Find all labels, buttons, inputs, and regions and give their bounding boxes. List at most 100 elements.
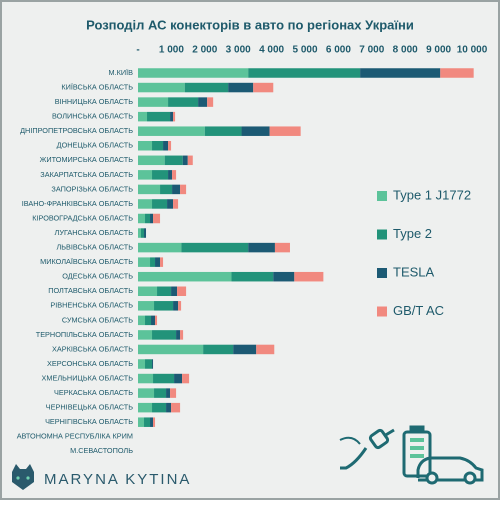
y-tick-label: АВТОНОМНА РЕСПУБЛІКА КРИМ — [17, 432, 133, 441]
bar-segment — [173, 111, 176, 122]
bar-segment — [138, 97, 169, 107]
chart-title: Розподіл АС конекторів в авто по регіона… — [86, 17, 414, 32]
x-tick-label: - — [136, 45, 139, 56]
bar-segment — [160, 184, 173, 195]
x-tick-label: 3 000 — [226, 45, 251, 56]
bar-segment — [178, 301, 182, 311]
x-tick-label: 2 000 — [192, 45, 217, 56]
bar-segment — [155, 257, 161, 267]
x-tick-label: 10 000 — [457, 45, 488, 56]
bar-segment — [231, 271, 274, 282]
bar-segment — [138, 344, 204, 355]
legend-swatch — [377, 191, 387, 201]
bar-segment — [145, 359, 153, 369]
bar-segment — [138, 271, 232, 282]
bar-segment — [294, 271, 324, 282]
bar-segment — [150, 417, 154, 427]
bar-segment — [138, 315, 146, 326]
legend-swatch — [377, 306, 387, 317]
legend-swatch — [377, 229, 387, 240]
bar-segment — [152, 199, 168, 209]
logo — [12, 464, 34, 490]
bar-segment — [138, 373, 154, 384]
bar-segment — [170, 388, 177, 398]
bar-segment — [138, 82, 185, 93]
y-tick-label: М.КИЇВ — [109, 68, 134, 77]
y-tick-label: СУМСЬКА ОБЛАСТЬ — [62, 315, 133, 324]
y-tick-label: ДОНЕЦЬКА ОБЛАСТЬ — [57, 141, 134, 150]
bar-segment — [153, 213, 161, 224]
y-tick-label: ЗАКАРПАТСЬКА ОБЛАСТЬ — [40, 170, 133, 179]
car-battery-icon — [402, 425, 484, 485]
bar-segment — [138, 68, 249, 78]
y-tick-label: ВОЛИНСЬКА ОБЛАСТЬ — [52, 112, 133, 121]
bar-segment — [248, 242, 275, 253]
y-tick-label: ХЕРСОНСЬКА ОБЛАСТЬ — [47, 359, 133, 368]
y-tick-label: ВІННИЦЬКА ОБЛАСТЬ — [55, 97, 133, 106]
x-tick-label: 6 000 — [326, 45, 351, 56]
bar-segment — [152, 359, 154, 369]
bar-segment — [155, 315, 158, 326]
legend-label: GB/T AC — [393, 303, 444, 318]
bar-segment — [207, 97, 214, 107]
bar-segment — [138, 330, 153, 340]
plot: - 1 000 2 000 3 000 4 000 5 000 6 000 7 000 8 00… — [17, 45, 488, 456]
x-tick-label: 4 000 — [259, 45, 284, 56]
bar-segment — [138, 257, 151, 267]
bar-segment — [360, 68, 441, 78]
bar-segment — [440, 68, 474, 78]
bar-segment — [138, 286, 158, 296]
bar-segment — [182, 373, 190, 384]
bar-segment — [168, 141, 172, 151]
bar-segment — [182, 155, 188, 166]
bar-segment — [176, 330, 181, 340]
bar-segment — [253, 82, 274, 93]
bar-segment — [138, 111, 148, 122]
bar-segment — [163, 141, 169, 151]
bar-segment — [138, 213, 146, 224]
bar-segment — [248, 68, 361, 78]
bar-segment — [138, 388, 155, 398]
bar-segment — [168, 170, 173, 180]
y-tick-label: ТЕРНОПІЛЬСЬКА ОБЛАСТЬ — [36, 330, 133, 339]
bar-segment — [173, 301, 179, 311]
bar-segment — [171, 402, 181, 413]
bar-segment — [138, 155, 165, 166]
bar-segment — [153, 417, 156, 427]
y-tick-label: ЛУГАНСЬКА ОБЛАСТЬ — [55, 228, 134, 237]
legend-label: Type 2 — [393, 226, 432, 241]
bar-segment — [152, 170, 169, 180]
y-tick-label: ЧЕРНІГІВСЬКА ОБЛАСТЬ — [45, 417, 133, 426]
legend-swatch — [377, 268, 387, 278]
bar-segment — [138, 402, 153, 413]
bar-segment — [167, 199, 174, 209]
bar-segment — [174, 373, 183, 384]
bar-segment — [144, 228, 147, 238]
y-tick-label: ЖИТОМИРСЬКА ОБЛАСТЬ — [40, 155, 134, 164]
legend-label: TESLA — [393, 264, 435, 279]
bar-segment — [166, 388, 171, 398]
bar-segment — [138, 242, 182, 253]
bar-segment — [138, 126, 205, 136]
bar-segment — [273, 271, 295, 282]
x-tick-label: 1 000 — [159, 45, 184, 56]
x-tick-label: 8 000 — [393, 45, 418, 56]
bar-segment — [256, 344, 275, 355]
bar-segment — [153, 373, 175, 384]
x-tick-label: 5 000 — [292, 45, 317, 56]
y-tick-label: МИКОЛАЇВСЬКА ОБЛАСТЬ — [40, 257, 133, 266]
bar-segment — [152, 402, 167, 413]
y-tick-label: ІВАНО-ФРАНКІВСЬКА ОБЛАСТЬ — [22, 199, 134, 208]
bar-segment — [204, 126, 242, 136]
bar-segment — [154, 301, 174, 311]
bar-segment — [274, 242, 290, 253]
bar-segment — [151, 315, 156, 326]
bar-segment — [203, 344, 234, 355]
bar-segment — [173, 199, 179, 209]
x-tick-label: 7 000 — [359, 45, 384, 56]
bar-segment — [145, 315, 152, 326]
bar-segment — [147, 111, 171, 122]
bar-segment — [172, 184, 181, 195]
